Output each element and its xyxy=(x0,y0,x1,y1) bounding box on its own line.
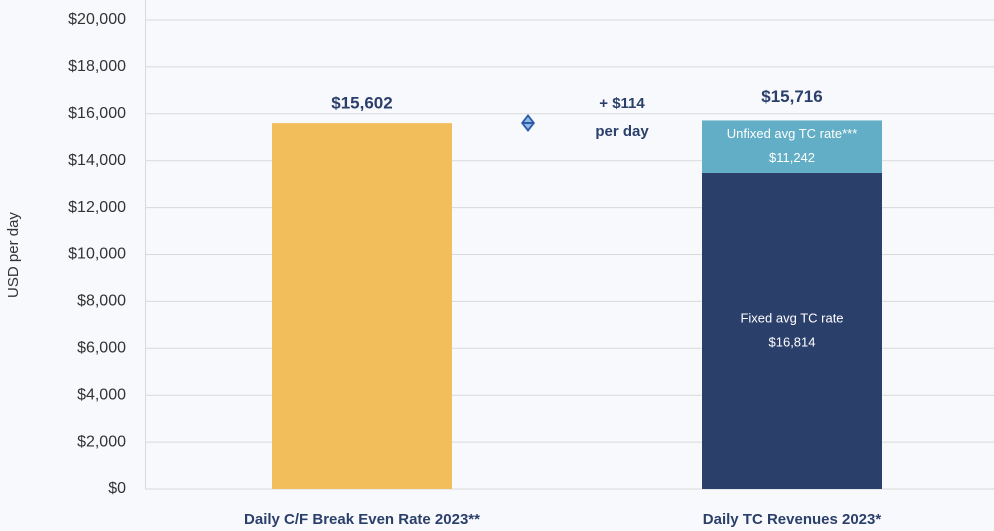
bar xyxy=(702,120,882,173)
bar xyxy=(702,172,882,490)
y-tick-label: $8,000 xyxy=(77,293,126,310)
segment-rate: $16,814 xyxy=(769,334,816,349)
y-tick-label: $20,000 xyxy=(68,11,126,28)
y-tick-label: $18,000 xyxy=(68,58,126,75)
y-tick-label: $12,000 xyxy=(68,199,126,216)
y-tick-label: $16,000 xyxy=(68,105,126,122)
y-axis-label: USD per day xyxy=(5,212,22,298)
value-label: $15,602 xyxy=(331,94,392,113)
segment-name: Fixed avg TC rate xyxy=(740,310,843,325)
y-tick-label: $0 xyxy=(108,480,126,497)
total-label: $15,716 xyxy=(761,87,822,106)
annotation: + $114 xyxy=(599,95,645,112)
segment-rate: $11,242 xyxy=(769,150,815,165)
x-tick-label: Daily C/F Break Even Rate 2023** xyxy=(244,511,480,528)
x-tick-label: Daily TC Revenues 2023* xyxy=(703,511,882,528)
y-tick-label: $10,000 xyxy=(68,246,126,263)
change-icon xyxy=(521,114,535,132)
y-tick-label: $4,000 xyxy=(77,386,126,403)
y-tick-label: $2,000 xyxy=(77,433,126,450)
bar xyxy=(272,123,452,489)
y-tick-label: $6,000 xyxy=(77,340,126,357)
y-tick-label: $14,000 xyxy=(68,152,126,169)
annotation: per day xyxy=(595,123,649,140)
segment-name: Unfixed avg TC rate*** xyxy=(727,126,858,141)
